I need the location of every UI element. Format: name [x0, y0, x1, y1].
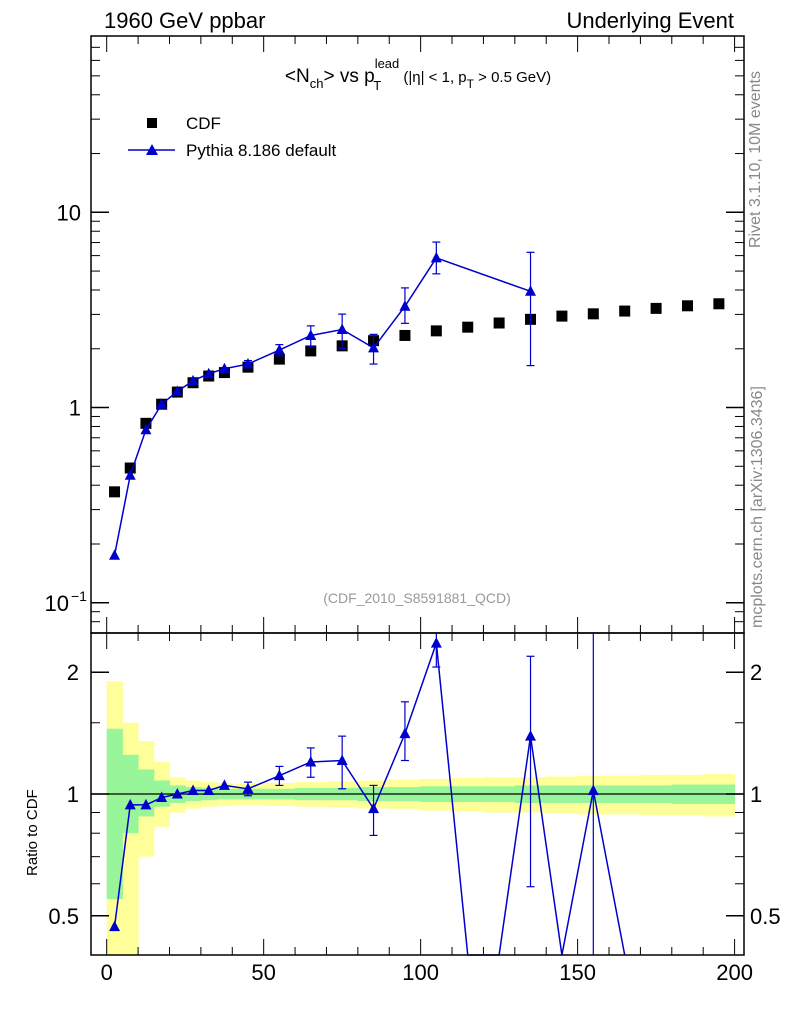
pythia-point — [430, 251, 442, 263]
plot-title: <Nch> vs plead T (|η| < 1, pT > 0.5 GeV) — [285, 56, 551, 93]
main-ytick-exponent: −1 — [71, 588, 87, 604]
ratio-ytick-label-left: 0.5 — [48, 904, 79, 929]
xtick-label: 200 — [716, 960, 753, 985]
pythia-point — [156, 398, 168, 409]
title-mid: > vs p — [323, 66, 374, 87]
ratio-point — [525, 730, 537, 741]
ratio-point — [305, 755, 317, 767]
title-lead-sup: lead — [375, 56, 400, 71]
x-axis-labels: 0 50 100 150 200 — [101, 960, 753, 985]
title-end: > 0.5 GeV) — [474, 69, 551, 86]
ratio-ylabel: Ratio to CDF — [24, 789, 41, 876]
pythia-point — [368, 341, 380, 353]
legend-mc-marker — [146, 144, 158, 155]
ratio-point — [430, 637, 442, 648]
energy-label: 1960 GeV ppbar — [104, 8, 265, 33]
ratio-point — [156, 791, 168, 803]
ratio-point — [399, 727, 411, 739]
band-inner — [106, 728, 123, 900]
ratio-bands — [106, 681, 736, 955]
rivet-label: Rivet 3.1.10, 10M events — [747, 71, 764, 248]
main-ytick-label: 1 — [69, 396, 81, 421]
ratio-data — [109, 633, 626, 956]
ratio-frame — [90, 632, 745, 956]
band-inner — [138, 769, 155, 817]
ratio-ytick-label-right: 0.5 — [750, 904, 781, 929]
cdf-point — [430, 325, 442, 337]
ratio-axes: 0.5 0.5 1 1 2 2 — [48, 633, 781, 955]
main-data — [109, 241, 725, 560]
pythia-point — [218, 362, 230, 374]
title-t-sub: T — [373, 78, 381, 93]
pythia-point — [171, 385, 183, 396]
ratio-point — [187, 784, 199, 796]
legend-data-marker — [147, 118, 157, 128]
ratio-ytick-label-right: 2 — [750, 660, 762, 685]
pythia-point — [124, 469, 136, 480]
ratio-point — [203, 784, 215, 796]
cdf-point — [587, 308, 599, 320]
cdf-point — [273, 353, 285, 365]
cdf-point — [619, 305, 631, 317]
title-ch-sub: ch — [310, 76, 324, 91]
pythia-point — [140, 423, 152, 435]
ratio-point — [368, 802, 380, 814]
cdf-point — [650, 302, 662, 314]
xtick-label: 100 — [402, 960, 439, 985]
ratio-point — [242, 782, 254, 794]
pythia-point — [109, 549, 121, 560]
ratio-point — [587, 784, 599, 796]
title-t-sub2: T — [467, 77, 475, 91]
cdf-point — [493, 317, 505, 329]
pythia-line — [113, 257, 531, 556]
pythia-point — [399, 300, 411, 311]
cdf-point — [681, 300, 693, 312]
ratio-point — [273, 769, 285, 781]
category-label: Underlying Event — [566, 8, 734, 33]
pythia-point — [336, 323, 348, 335]
ratio-point — [171, 788, 183, 799]
xtick-label: 50 — [251, 960, 275, 985]
ratio-ytick-label-right: 1 — [750, 782, 762, 807]
cdf-point — [399, 329, 411, 341]
pythia-point — [242, 358, 254, 369]
ratio-point — [109, 920, 121, 932]
cdf-point — [140, 417, 152, 429]
ratio-point — [140, 798, 152, 810]
main-ytick-label: 10 — [45, 591, 69, 616]
pythia-point — [305, 329, 317, 340]
xtick-label: 150 — [559, 960, 596, 985]
mcplots-label: mcplots.cern.ch [arXiv:1306.3436] — [749, 386, 766, 628]
ratio-point — [336, 754, 348, 766]
cdf-point — [124, 462, 136, 474]
legend: CDF Pythia 8.186 default — [128, 114, 337, 160]
ratio-point — [218, 779, 230, 790]
pythia-point — [187, 374, 199, 386]
legend-data-label: CDF — [186, 114, 221, 133]
cdf-point — [109, 486, 121, 498]
legend-mc-label: Pythia 8.186 default — [186, 141, 337, 160]
ratio-plot: 0.5 0.5 1 1 2 2 — [48, 633, 781, 956]
title-suffix: (|η| < 1, p — [399, 69, 466, 86]
ratio-ytick-label-left: 2 — [67, 660, 79, 685]
pythia-point — [273, 344, 285, 355]
cdf-point — [305, 345, 317, 357]
cdf-point — [713, 298, 725, 310]
ratio-ytick-label-left: 1 — [67, 782, 79, 807]
pythia-point — [525, 285, 537, 296]
xtick-label: 0 — [101, 960, 113, 985]
title-prefix: <N — [285, 66, 310, 87]
analysis-id: (CDF_2010_S8591881_QCD) — [323, 590, 511, 606]
ratio-point — [124, 798, 136, 810]
pythia-point — [203, 367, 215, 379]
cdf-point — [462, 321, 474, 333]
main-ytick-label: 10 — [57, 200, 81, 225]
cdf-point — [556, 310, 568, 322]
